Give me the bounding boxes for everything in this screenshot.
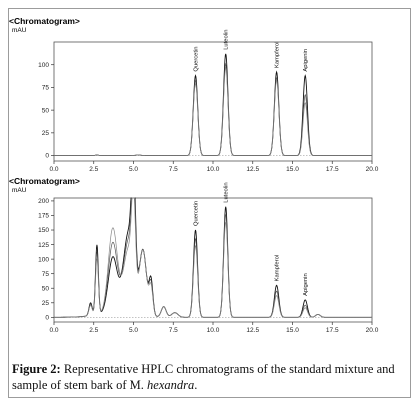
chromatogram-sample: 0 25 50 75 100 125 150 175 200 0.0 2.5 5.0 7.5 10.0 12… (38, 182, 379, 334)
chromatogram-standard: 0 25 50 75 100 0.0 2.5 5.0 7.5 10.0 12.5 15.0 17.5 20… (38, 29, 379, 173)
x-tick-label: 12.5 (246, 166, 259, 173)
peak-label: Kampferol (275, 255, 281, 281)
y-tick-label: 0 (45, 153, 49, 160)
chart-2-unit: mAU (12, 187, 27, 194)
x-tick-label: 10.0 (207, 166, 220, 173)
x-tick-label: 12.5 (246, 327, 259, 334)
chromatogram-trace (54, 66, 372, 156)
y-tick-label: 175 (38, 213, 49, 220)
chart-2-title: <Chromatogram> (9, 176, 80, 186)
chart-1-unit: mAU (12, 27, 27, 34)
y-tick-label: 50 (42, 285, 50, 292)
x-tick-label: 7.5 (169, 327, 178, 334)
figure-caption: Figure 2: Representative HPLC chromatogr… (12, 361, 412, 393)
y-tick-label: 25 (42, 130, 50, 137)
y-tick-label: 200 (38, 198, 49, 205)
peak-label: Quercetin (194, 46, 200, 71)
x-tick-label: 17.5 (326, 327, 339, 334)
plot-area (53, 197, 373, 323)
x-tick-label: 15.0 (286, 166, 299, 173)
y-tick-label: 0 (45, 315, 49, 322)
x-tick-label: 20.0 (366, 166, 379, 173)
chromatogram-trace (54, 197, 372, 318)
peak-label: Apigenin (303, 49, 309, 72)
x-tick-label: 15.0 (286, 327, 299, 334)
chromatogram-trace (54, 197, 372, 318)
figure-frame (8, 8, 411, 398)
caption-label: Figure 2: (12, 362, 61, 376)
caption-text: Representative HPLC chromatograms of the… (12, 362, 395, 392)
y-tick-label: 75 (42, 85, 50, 92)
caption-end: . (194, 378, 198, 392)
x-tick-label: 2.5 (89, 327, 98, 334)
x-tick-label: 7.5 (169, 166, 178, 173)
x-tick-label: 2.5 (89, 166, 98, 173)
x-tick-label: 17.5 (326, 166, 339, 173)
y-tick-label: 75 (42, 271, 50, 278)
caption-species: hexandra (147, 378, 195, 392)
x-tick-label: 0.0 (49, 166, 58, 173)
x-tick-label: 10.0 (207, 327, 220, 334)
x-tick-label: 20.0 (366, 327, 379, 334)
chart-1-title: <Chromatogram> (9, 16, 80, 26)
x-tick-label: 0.0 (49, 327, 58, 334)
peak-label: Kampferol (275, 42, 281, 68)
peak-label: Quercetin (194, 201, 200, 226)
y-tick-label: 25 (42, 300, 50, 307)
peak-label: Luteolin (224, 29, 230, 49)
chromatogram-trace (54, 197, 372, 318)
x-tick-label: 5.0 (129, 327, 138, 334)
peak-label: Luteolin (224, 182, 230, 202)
y-tick-label: 125 (38, 242, 49, 249)
y-tick-label: 100 (38, 62, 49, 69)
y-tick-label: 50 (42, 107, 50, 114)
peak-label: Apigenin (303, 273, 309, 296)
x-tick-label: 5.0 (129, 166, 138, 173)
y-tick-label: 100 (38, 256, 49, 263)
y-tick-label: 150 (38, 227, 49, 234)
